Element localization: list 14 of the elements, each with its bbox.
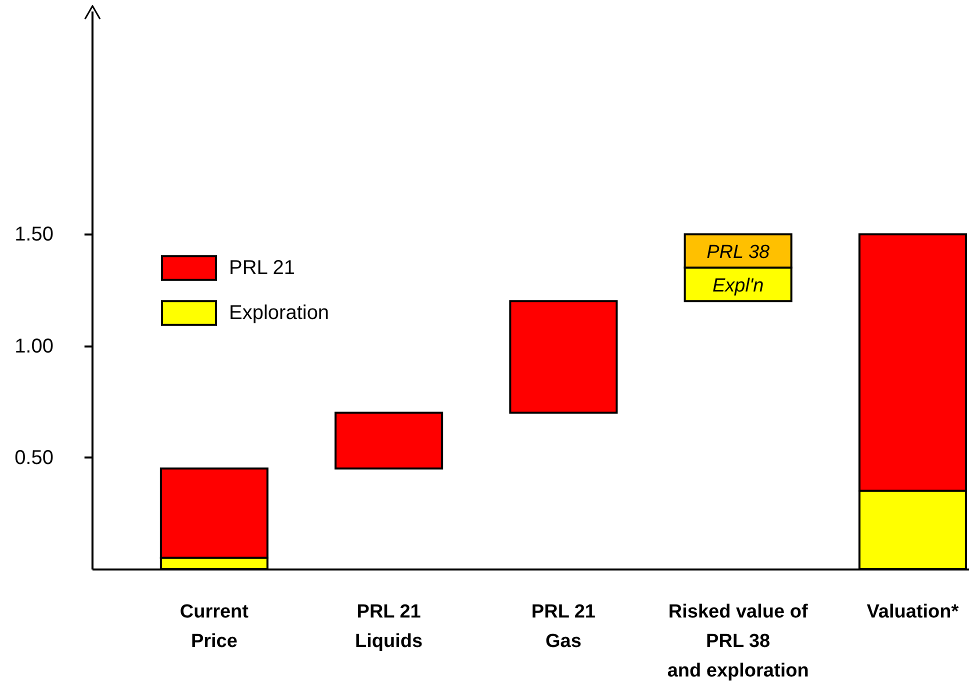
y-tick-label: 0.50 [14, 446, 54, 469]
y-tick-label: 1.00 [14, 335, 54, 358]
x-tick-label: Risked value of PRL 38 and exploration [667, 602, 809, 682]
x-tick-label: Valuation* [866, 602, 960, 622]
x-tick-label: PRL 21 Liquids [355, 602, 423, 652]
x-tick-label: Current Price [180, 602, 250, 652]
bar [334, 412, 444, 470]
x-tick-label: PRL 21 Gas [531, 602, 596, 652]
annotation: Expl'n [712, 276, 764, 297]
bar [509, 300, 618, 414]
legend-label: Exploration [229, 302, 330, 324]
y-tick-label: 1.50 [14, 224, 54, 246]
legend-label: PRL 21 [229, 257, 295, 279]
annotation: PRL 38 [706, 242, 770, 264]
